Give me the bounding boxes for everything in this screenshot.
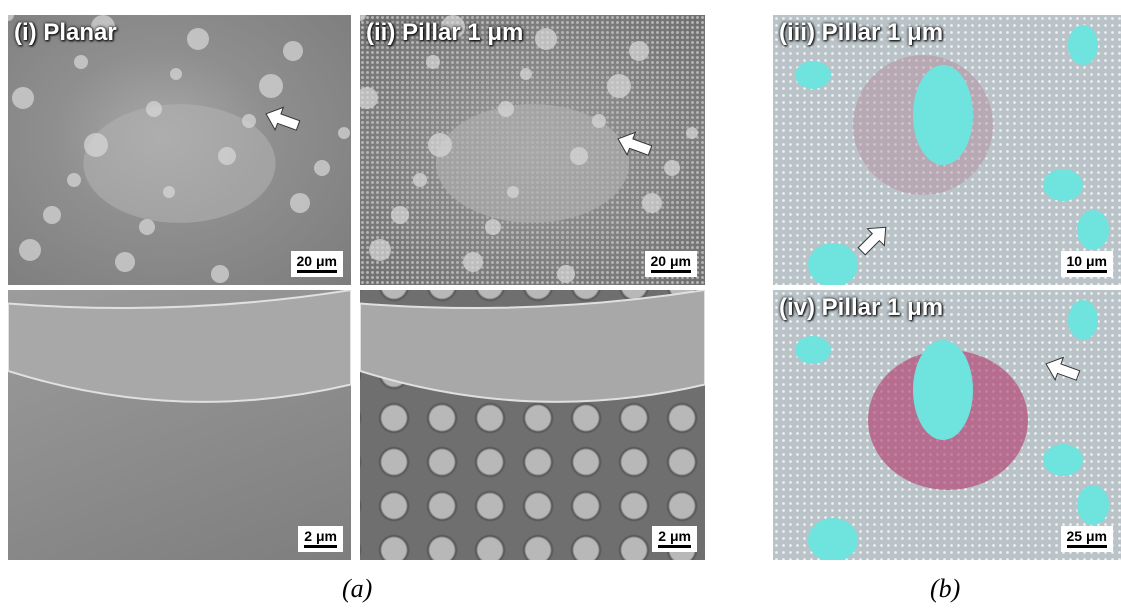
scale-bar-line — [297, 270, 337, 273]
scale-bar-line — [651, 270, 691, 273]
micrograph: (ii) Pillar 1 μm 20 μm — [360, 15, 705, 285]
scale-bar-label: 25 μm — [1067, 528, 1107, 544]
panel-label: (i) Planar — [14, 19, 117, 47]
scale-bar-label: 2 μm — [658, 528, 691, 544]
scale-bar-label: 10 μm — [1067, 253, 1107, 269]
scale-bar: 2 μm — [652, 526, 697, 552]
micrograph: (i) Planar 20 μm — [8, 15, 351, 285]
scale-bar-line — [304, 545, 337, 548]
scale-bar: 2 μm — [298, 526, 343, 552]
scale-bar-line — [658, 545, 691, 548]
scale-bar: 20 μm — [645, 251, 697, 277]
figure: {"panel_a": {"caption": "(a)", "images":… — [0, 0, 1121, 612]
panel-label: (iv) Pillar 1 μm — [779, 294, 943, 322]
panel-label: (iii) Pillar 1 μm — [779, 19, 943, 47]
texture — [8, 15, 351, 285]
texture — [8, 290, 351, 560]
scale-bar-label: 20 μm — [297, 253, 337, 269]
micrograph: 2 μm — [360, 290, 705, 560]
scale-bar-label: 2 μm — [304, 528, 337, 544]
scale-bar-label: 20 μm — [651, 253, 691, 269]
caption: (a) — [342, 574, 372, 604]
texture — [773, 290, 1121, 560]
scale-bar-line — [1067, 545, 1107, 548]
micrograph: (iv) Pillar 1 μm 25 μm — [773, 290, 1121, 560]
micrograph: 2 μm — [8, 290, 351, 560]
scale-bar: 10 μm — [1061, 251, 1113, 277]
scale-bar-line — [1067, 270, 1107, 273]
texture — [773, 15, 1121, 285]
scale-bar: 20 μm — [291, 251, 343, 277]
micrograph: (iii) Pillar 1 μm 10 μm — [773, 15, 1121, 285]
texture — [360, 15, 705, 285]
scale-bar: 25 μm — [1061, 526, 1113, 552]
texture — [360, 290, 705, 560]
panel-label: (ii) Pillar 1 μm — [366, 19, 523, 47]
caption: (b) — [930, 574, 960, 604]
